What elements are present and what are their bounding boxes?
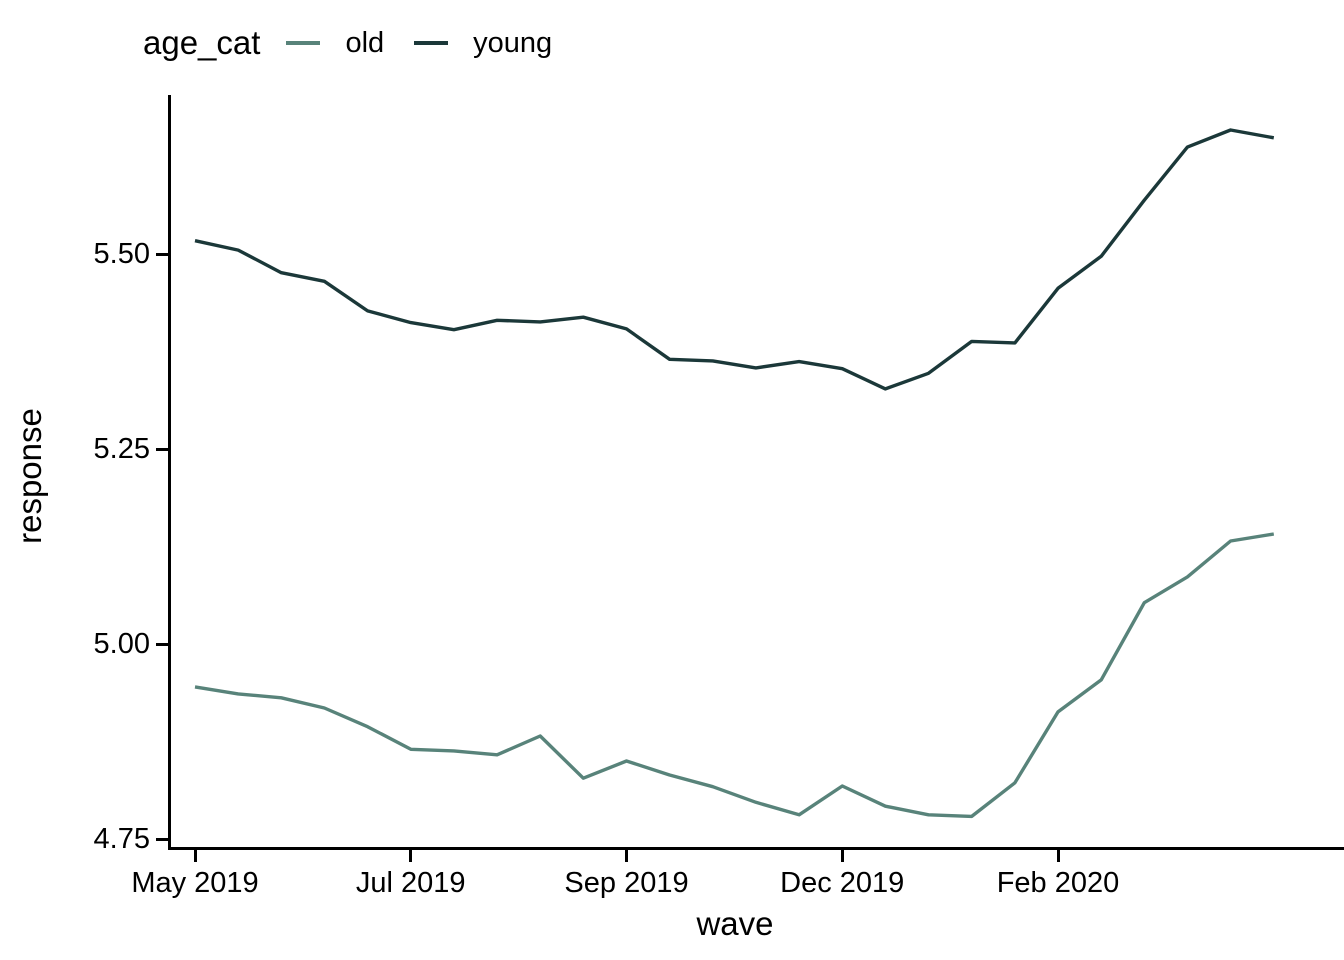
y-tick-label: 4.75 <box>93 823 150 855</box>
legend-title: age_cat <box>143 24 261 61</box>
x-tick-mark <box>193 850 197 862</box>
series-line-old <box>194 532 1275 819</box>
y-axis-line <box>168 95 171 850</box>
young-line-key-icon <box>414 41 449 45</box>
legend-item-label: young <box>473 26 553 59</box>
x-tick-label: Jul 2019 <box>355 867 466 899</box>
chart-legend: age_cat old young <box>143 18 582 68</box>
y-tick-mark <box>156 837 168 841</box>
x-tick-mark <box>625 850 628 862</box>
y-tick-label: 5.00 <box>93 628 150 660</box>
x-axis-line <box>168 847 1344 850</box>
x-tick-label: May 2019 <box>131 867 259 899</box>
x-axis-title: wave <box>696 905 774 942</box>
x-tick-mark <box>1056 850 1060 862</box>
y-tick-mark <box>156 252 168 256</box>
y-tick-label: 5.25 <box>93 433 150 465</box>
series-line-young <box>194 128 1275 391</box>
y-tick-mark <box>156 447 168 451</box>
old-line-key-icon <box>286 41 321 45</box>
x-tick-mark <box>409 850 413 862</box>
y-tick-label: 5.50 <box>93 238 150 270</box>
legend-item-old: old <box>286 27 384 60</box>
x-tick-label: Dec 2019 <box>780 867 905 899</box>
x-tick-mark <box>840 850 844 862</box>
y-tick-mark <box>156 642 168 646</box>
x-tick-label: Feb 2020 <box>996 867 1120 899</box>
x-tick-label: Sep 2019 <box>564 867 689 899</box>
legend-item-young: young <box>414 27 552 60</box>
legend-item-label: old <box>345 26 385 59</box>
